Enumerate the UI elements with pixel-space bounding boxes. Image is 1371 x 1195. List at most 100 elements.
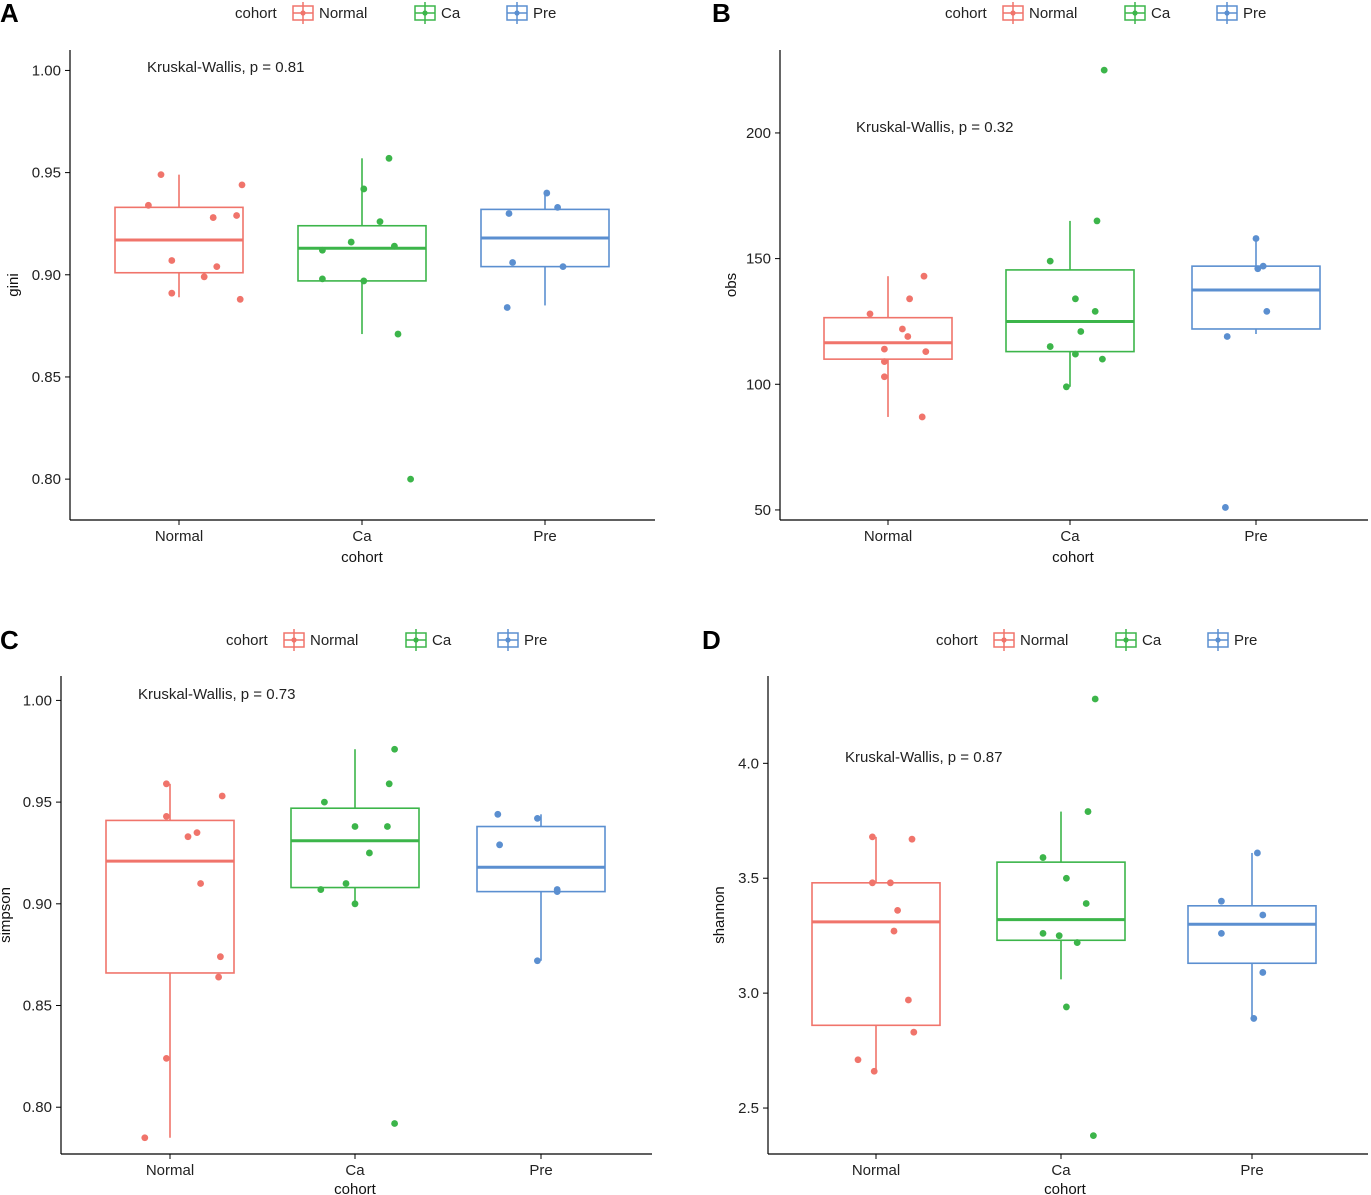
data-point-normal	[163, 1055, 170, 1062]
x-tick-label: Normal	[864, 528, 912, 545]
x-tick-label: Normal	[852, 1162, 900, 1179]
data-point-pre	[1223, 333, 1231, 340]
y-tick-label: 0.85	[32, 369, 61, 386]
x-tick-label: Ca	[1060, 528, 1080, 545]
box-pre	[476, 814, 606, 961]
data-point-pre	[553, 888, 561, 896]
legend-key-point	[1215, 637, 1221, 643]
data-point-ca	[342, 880, 350, 887]
data-point-ca	[391, 242, 398, 250]
y-tick-label: 0.95	[23, 794, 52, 811]
x-axis-title: cohort	[334, 1181, 377, 1195]
kruskal-wallis-annotation: Kruskal-Wallis, p = 0.32	[856, 119, 1013, 136]
data-point-ca	[385, 780, 393, 788]
data-point-ca	[391, 745, 398, 753]
legend-label-pre: Pre	[524, 632, 547, 649]
data-point-pre	[554, 203, 561, 211]
x-tick-label: Ca	[352, 528, 372, 545]
data-point-normal	[910, 1028, 918, 1036]
x-tick-label: Pre	[1244, 528, 1267, 545]
data-point-normal	[869, 879, 876, 887]
data-point-ca	[384, 823, 391, 830]
data-point-ca	[391, 1120, 398, 1127]
data-point-ca	[319, 275, 326, 283]
y-tick-label: 0.90	[32, 267, 61, 284]
panel-b: B 50 100 150 200 Normal Ca Pre cohort obs Kruskal-…	[712, 0, 1368, 566]
x-tick-label: Pre	[533, 528, 556, 545]
box-normal	[811, 836, 941, 1072]
data-point-normal	[866, 310, 874, 318]
legend: cohort Normal Ca Pre	[235, 2, 556, 24]
data-point-pre	[505, 210, 513, 217]
data-point-normal	[215, 973, 223, 981]
data-point-ca	[1082, 900, 1090, 907]
data-point-normal	[157, 171, 165, 179]
data-point-normal	[217, 953, 224, 961]
data-point-normal	[193, 829, 201, 837]
data-point-ca	[1077, 328, 1085, 335]
legend-key-point	[1132, 10, 1138, 16]
data-point-pre	[494, 810, 502, 818]
y-tick-label: 4.0	[738, 755, 759, 772]
box-iqr	[105, 819, 235, 974]
legend-key-point	[1123, 637, 1129, 643]
data-point-ca	[1091, 307, 1099, 315]
legend-label-normal: Normal	[1020, 632, 1068, 649]
data-point-pre	[1259, 969, 1267, 976]
legend-label-ca: Ca	[1151, 5, 1171, 22]
data-point-normal	[905, 996, 912, 1004]
legend-key-point	[1224, 10, 1230, 16]
box-iqr	[1187, 905, 1317, 965]
panel-a: A 0.80 0.85 0.90 0.95 1.00 Normal Ca Pre cohort gi…	[0, 0, 655, 566]
data-point-normal	[145, 201, 152, 209]
data-point-ca	[366, 849, 373, 857]
legend-key-point	[413, 637, 419, 643]
data-point-normal	[894, 907, 901, 914]
legend-key-point	[1001, 637, 1007, 643]
panel-letter: A	[0, 0, 19, 28]
data-point-pre	[1218, 897, 1225, 905]
data-point-ca	[1091, 695, 1099, 703]
box-iqr	[1191, 265, 1321, 330]
data-point-pre	[534, 814, 541, 822]
data-point-ca	[347, 238, 355, 246]
data-point-pre	[509, 259, 516, 266]
box-iqr	[811, 882, 941, 1027]
box-pre	[480, 193, 610, 306]
box-normal	[114, 174, 244, 298]
data-point-normal	[870, 1067, 878, 1075]
data-point-pre	[1263, 307, 1271, 315]
x-tick-label: Normal	[155, 528, 203, 545]
legend-label-normal: Normal	[310, 632, 358, 649]
data-point-pre	[496, 841, 503, 849]
legend-label-ca: Ca	[1142, 632, 1162, 649]
y-axis-title: gini	[5, 273, 22, 296]
box-pre	[1187, 852, 1317, 1019]
data-point-ca	[1084, 808, 1092, 815]
data-point-ca	[351, 823, 359, 830]
data-point-ca	[1100, 66, 1108, 74]
box-iqr	[823, 316, 953, 360]
panel-letter: D	[702, 625, 721, 655]
y-axis-title: shannon	[711, 886, 728, 944]
data-point-normal	[854, 1056, 862, 1064]
data-point-normal	[238, 181, 246, 189]
panel-d: D 2.5 3.0 3.5 4.0 Normal Ca Pre cohort shannon Kru…	[702, 625, 1368, 1195]
data-point-ca	[1039, 929, 1047, 937]
y-axis-title: simpson	[0, 887, 14, 943]
data-point-ca	[1046, 343, 1054, 350]
data-point-ca	[351, 900, 359, 908]
legend-key-point	[1010, 10, 1016, 16]
data-point-pre	[1250, 1015, 1258, 1022]
data-point-pre	[543, 189, 551, 197]
data-point-normal	[887, 879, 894, 887]
data-point-ca	[394, 330, 402, 338]
data-point-pre	[1259, 262, 1267, 270]
x-tick-label: Ca	[345, 1162, 365, 1179]
legend-label-ca: Ca	[432, 632, 452, 649]
y-tick-label: 0.80	[23, 1099, 52, 1116]
data-point-normal	[906, 295, 913, 303]
box-iqr	[297, 224, 427, 282]
y-tick-label: 0.95	[32, 165, 61, 182]
box-normal	[823, 276, 953, 417]
